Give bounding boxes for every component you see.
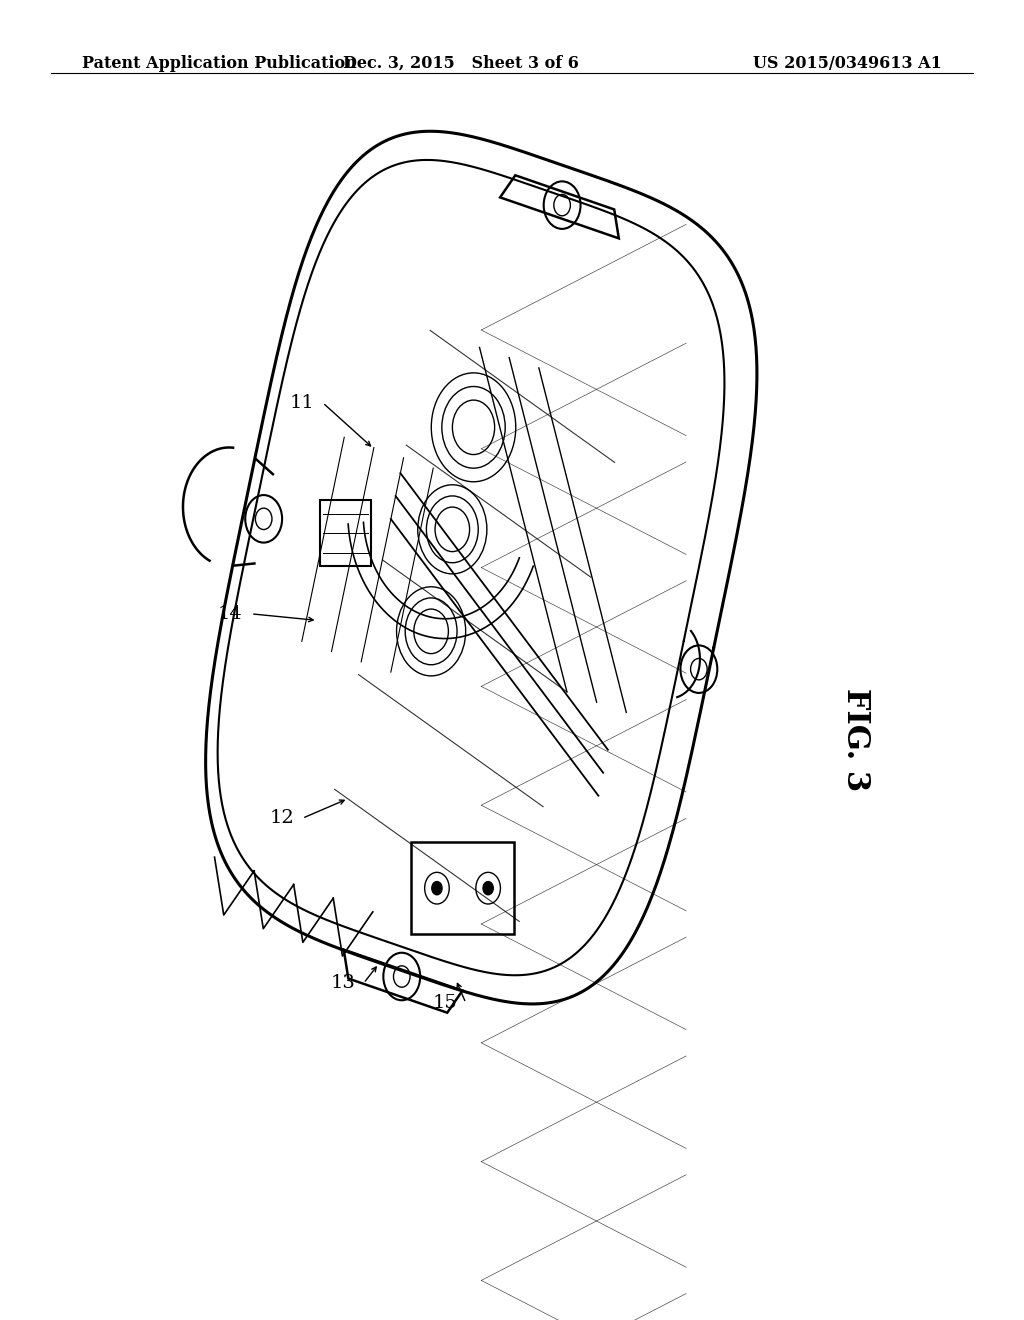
FancyBboxPatch shape (319, 500, 371, 566)
FancyBboxPatch shape (412, 842, 514, 935)
Text: 15: 15 (433, 994, 458, 1012)
Text: 13: 13 (331, 974, 355, 993)
Text: 12: 12 (269, 809, 294, 828)
Text: Dec. 3, 2015   Sheet 3 of 6: Dec. 3, 2015 Sheet 3 of 6 (343, 55, 579, 71)
Circle shape (483, 882, 494, 895)
Text: 14: 14 (218, 605, 243, 623)
Text: Patent Application Publication: Patent Application Publication (82, 55, 356, 71)
Text: FIG. 3: FIG. 3 (840, 688, 870, 791)
Text: US 2015/0349613 A1: US 2015/0349613 A1 (754, 55, 942, 71)
Text: 11: 11 (290, 393, 314, 412)
Circle shape (432, 882, 442, 895)
